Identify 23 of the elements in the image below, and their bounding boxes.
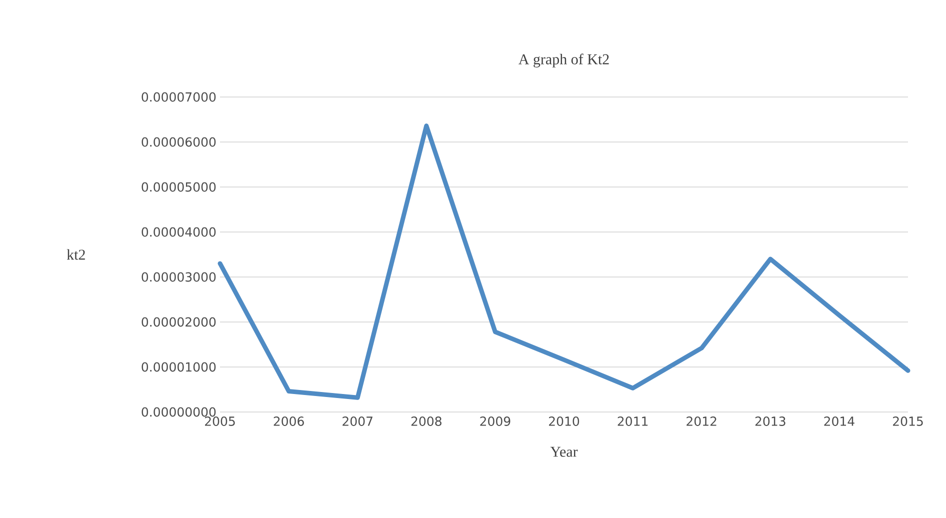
x-tick-label: 2012: [686, 416, 716, 426]
y-tick-label: 0.00004000: [142, 227, 216, 237]
line-series: [218, 124, 910, 400]
y-tick-label: 0.00003000: [142, 272, 216, 282]
x-tick-label: 2008: [411, 416, 442, 426]
x-tick-label: 2006: [274, 416, 304, 426]
x-tick-label: 2009: [480, 416, 510, 426]
chart-title: A graph of Kt2: [518, 54, 609, 68]
x-tick-label: 2007: [342, 416, 372, 426]
y-tick-label: 0.00000000: [142, 407, 216, 417]
x-tick-label: 2005: [205, 416, 235, 426]
x-tick-label: 2014: [824, 416, 854, 426]
y-tick-label: 0.00007000: [142, 92, 216, 102]
y-tick-label: 0.00001000: [142, 362, 216, 372]
x-tick-label: 2011: [618, 416, 648, 426]
y-tick-label: 0.00006000: [142, 137, 216, 147]
x-tick-label: 2013: [755, 416, 786, 426]
y-axis-title: kt2: [66, 249, 85, 260]
x-tick-label: 2010: [549, 416, 580, 426]
x-axis-title: Year: [550, 446, 578, 457]
y-tick-label: 0.00005000: [142, 182, 216, 192]
y-tick-label: 0.00002000: [142, 317, 216, 327]
x-tick-label: 2015: [893, 416, 923, 426]
